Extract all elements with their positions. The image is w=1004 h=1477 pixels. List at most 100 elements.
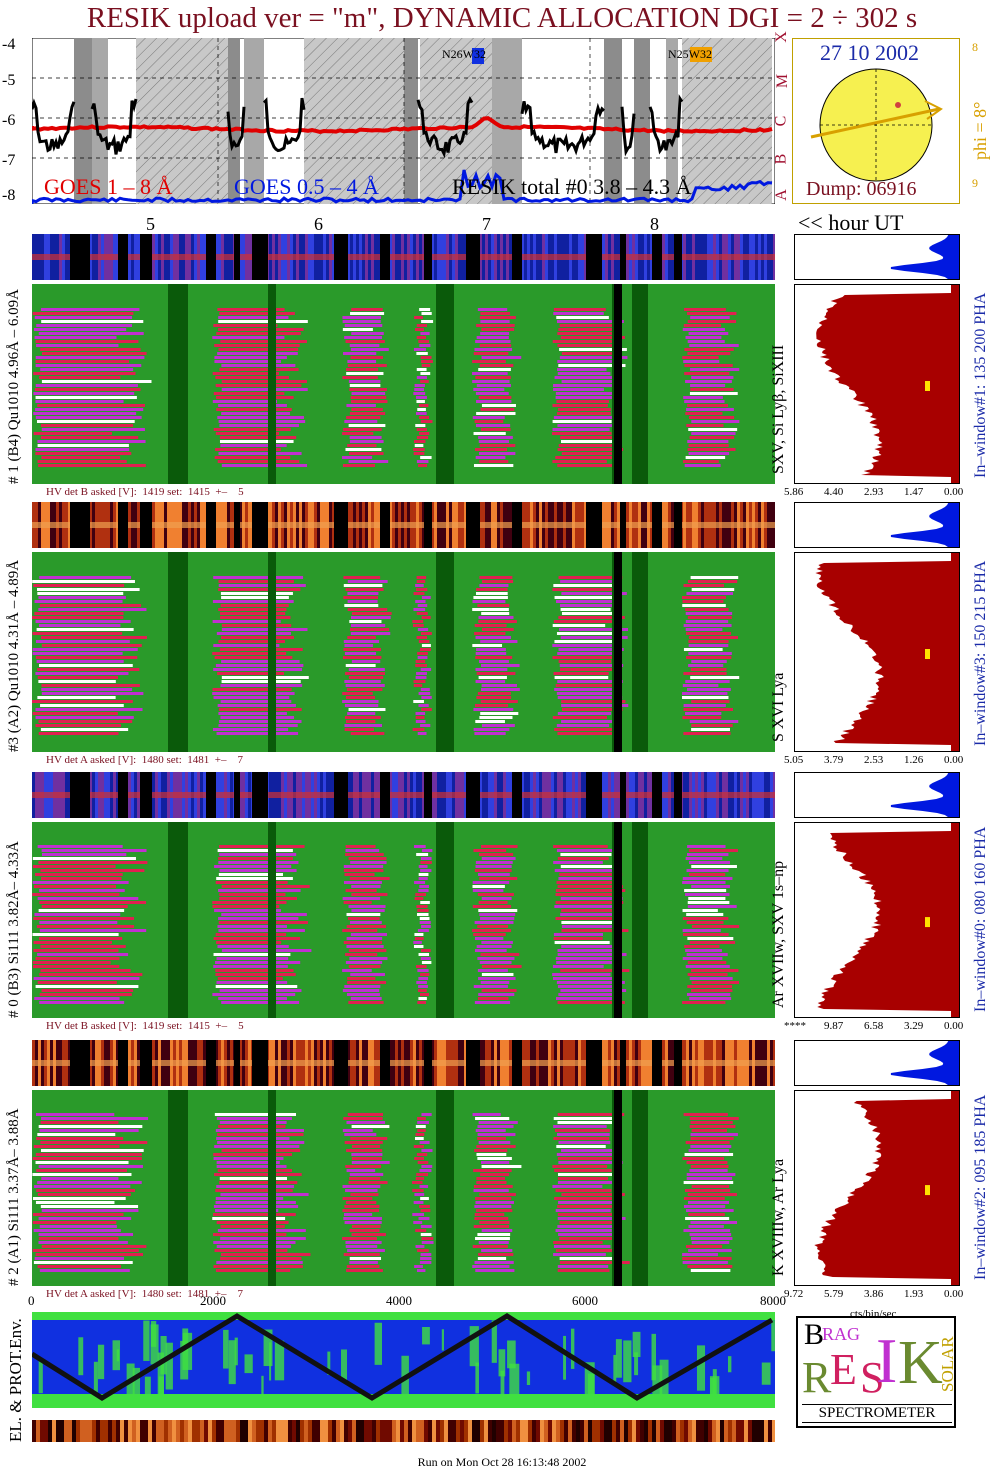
heatmap-row (421, 1149, 433, 1152)
heatmap-gap (614, 822, 622, 1018)
heatmap-row (686, 424, 724, 427)
heatmap-row (554, 941, 610, 944)
heatmap-row (479, 716, 513, 719)
heatmap-row (346, 372, 384, 375)
heatmap-row (555, 917, 614, 920)
env-particle (112, 1340, 121, 1371)
heatmap-row (350, 1193, 379, 1196)
heatmap-row (480, 917, 515, 920)
heatmap-row (557, 1001, 625, 1004)
heatmap-row (560, 336, 625, 339)
env-particle (491, 1320, 497, 1363)
heatmap-row (218, 873, 283, 876)
heatmap-row (36, 344, 119, 347)
heatmap-row (220, 1193, 309, 1196)
heatmap-row (416, 460, 429, 463)
heatmap-row (41, 380, 152, 383)
env-particle (613, 1354, 617, 1384)
heatmap-row (217, 925, 287, 928)
env-strip-cell (288, 1420, 292, 1442)
hv-label: HV det A asked [V]: 1480 set: 1481 +– 7 (46, 1288, 243, 1300)
heatmap-row (348, 424, 386, 427)
heatmap-row (349, 921, 382, 924)
heatmap-row (476, 672, 516, 675)
heatmap-row (215, 1129, 304, 1132)
heatmap-row (40, 969, 131, 972)
env-strip-cell (168, 1420, 172, 1442)
strip-gap (206, 1040, 216, 1086)
profile-plot (794, 1090, 960, 1286)
heatmap-row (37, 592, 124, 595)
heatmap-row (221, 596, 289, 599)
heatmap-row (557, 448, 624, 451)
goes-eclipse-band (404, 38, 418, 204)
heatmap-row (685, 412, 723, 415)
heatmap-row (351, 308, 383, 311)
heatmap-row (35, 360, 129, 363)
heatmap-row (691, 1185, 730, 1188)
heatmap-row (345, 1245, 378, 1248)
heatmap-row (477, 957, 515, 960)
strip-gap (674, 772, 682, 818)
env-strip-cell (412, 1420, 416, 1442)
heatmap-row (475, 861, 513, 864)
heatmap-row (418, 889, 429, 892)
heatmap-row (557, 1113, 625, 1116)
heatmap-row (416, 588, 428, 591)
heatmap-row (345, 448, 382, 451)
env-strip-cell (364, 1420, 368, 1442)
env-strip-cell (308, 1420, 312, 1442)
env-strip-cell (424, 1420, 428, 1442)
heatmap-row (687, 404, 729, 407)
heatmap-row (686, 869, 729, 872)
heatmap-row (475, 652, 507, 655)
heatmap-row (39, 604, 142, 607)
goes-ytick: -8 (2, 187, 16, 204)
heatmap-row (342, 316, 382, 319)
heatmap-row (478, 873, 510, 876)
heatmap-row (690, 576, 739, 579)
strip-gap (140, 234, 152, 280)
heatmap-row (213, 1153, 293, 1156)
sun-side-8: 8 (972, 40, 978, 54)
heatmap-row (557, 1205, 616, 1208)
env-particle (116, 1349, 120, 1362)
heatmap-row (212, 688, 292, 691)
resik-total-series (520, 100, 606, 156)
env-label: EL. & PROT.Env. (6, 1318, 25, 1442)
heatmap-row (40, 368, 134, 371)
region-label: N25W32 (668, 47, 712, 62)
heatmap-row (684, 945, 720, 948)
heatmap-row (416, 436, 429, 439)
heatmap-row (420, 973, 430, 976)
heatmap-row (478, 1253, 514, 1256)
env-strip-cell (32, 1420, 36, 1442)
heatmap-row (420, 1197, 429, 1200)
heatmap-row (217, 672, 285, 675)
env-strip-cell (84, 1420, 88, 1442)
env-strip-cell (488, 1420, 492, 1442)
heatmap-row (416, 1269, 426, 1272)
strip-gap (380, 772, 390, 818)
heatmap-row (32, 933, 119, 936)
heatmap-row (348, 949, 387, 952)
heatmap-row (557, 1265, 609, 1268)
lines-label: S XVI Lya (770, 672, 787, 742)
heatmap-row (686, 656, 732, 659)
heatmap-row (682, 957, 723, 960)
heatmap-row (346, 945, 384, 948)
profile-axis-tick: 5.05 (784, 754, 804, 766)
spectrum-strip (32, 1040, 776, 1086)
heatmap-row (419, 1205, 430, 1208)
env-particle (634, 1352, 639, 1376)
heatmap-row (217, 352, 298, 355)
heatmap-row (560, 580, 617, 583)
heatmap-row (690, 384, 726, 387)
heatmap-row (480, 312, 511, 315)
profile-axis-tick: 0.00 (944, 1020, 964, 1032)
heatmap-row (413, 945, 424, 948)
heatmap-row (35, 985, 139, 988)
heatmap-row (685, 949, 722, 952)
heatmap-row (40, 869, 145, 872)
heatmap-row (555, 901, 624, 904)
